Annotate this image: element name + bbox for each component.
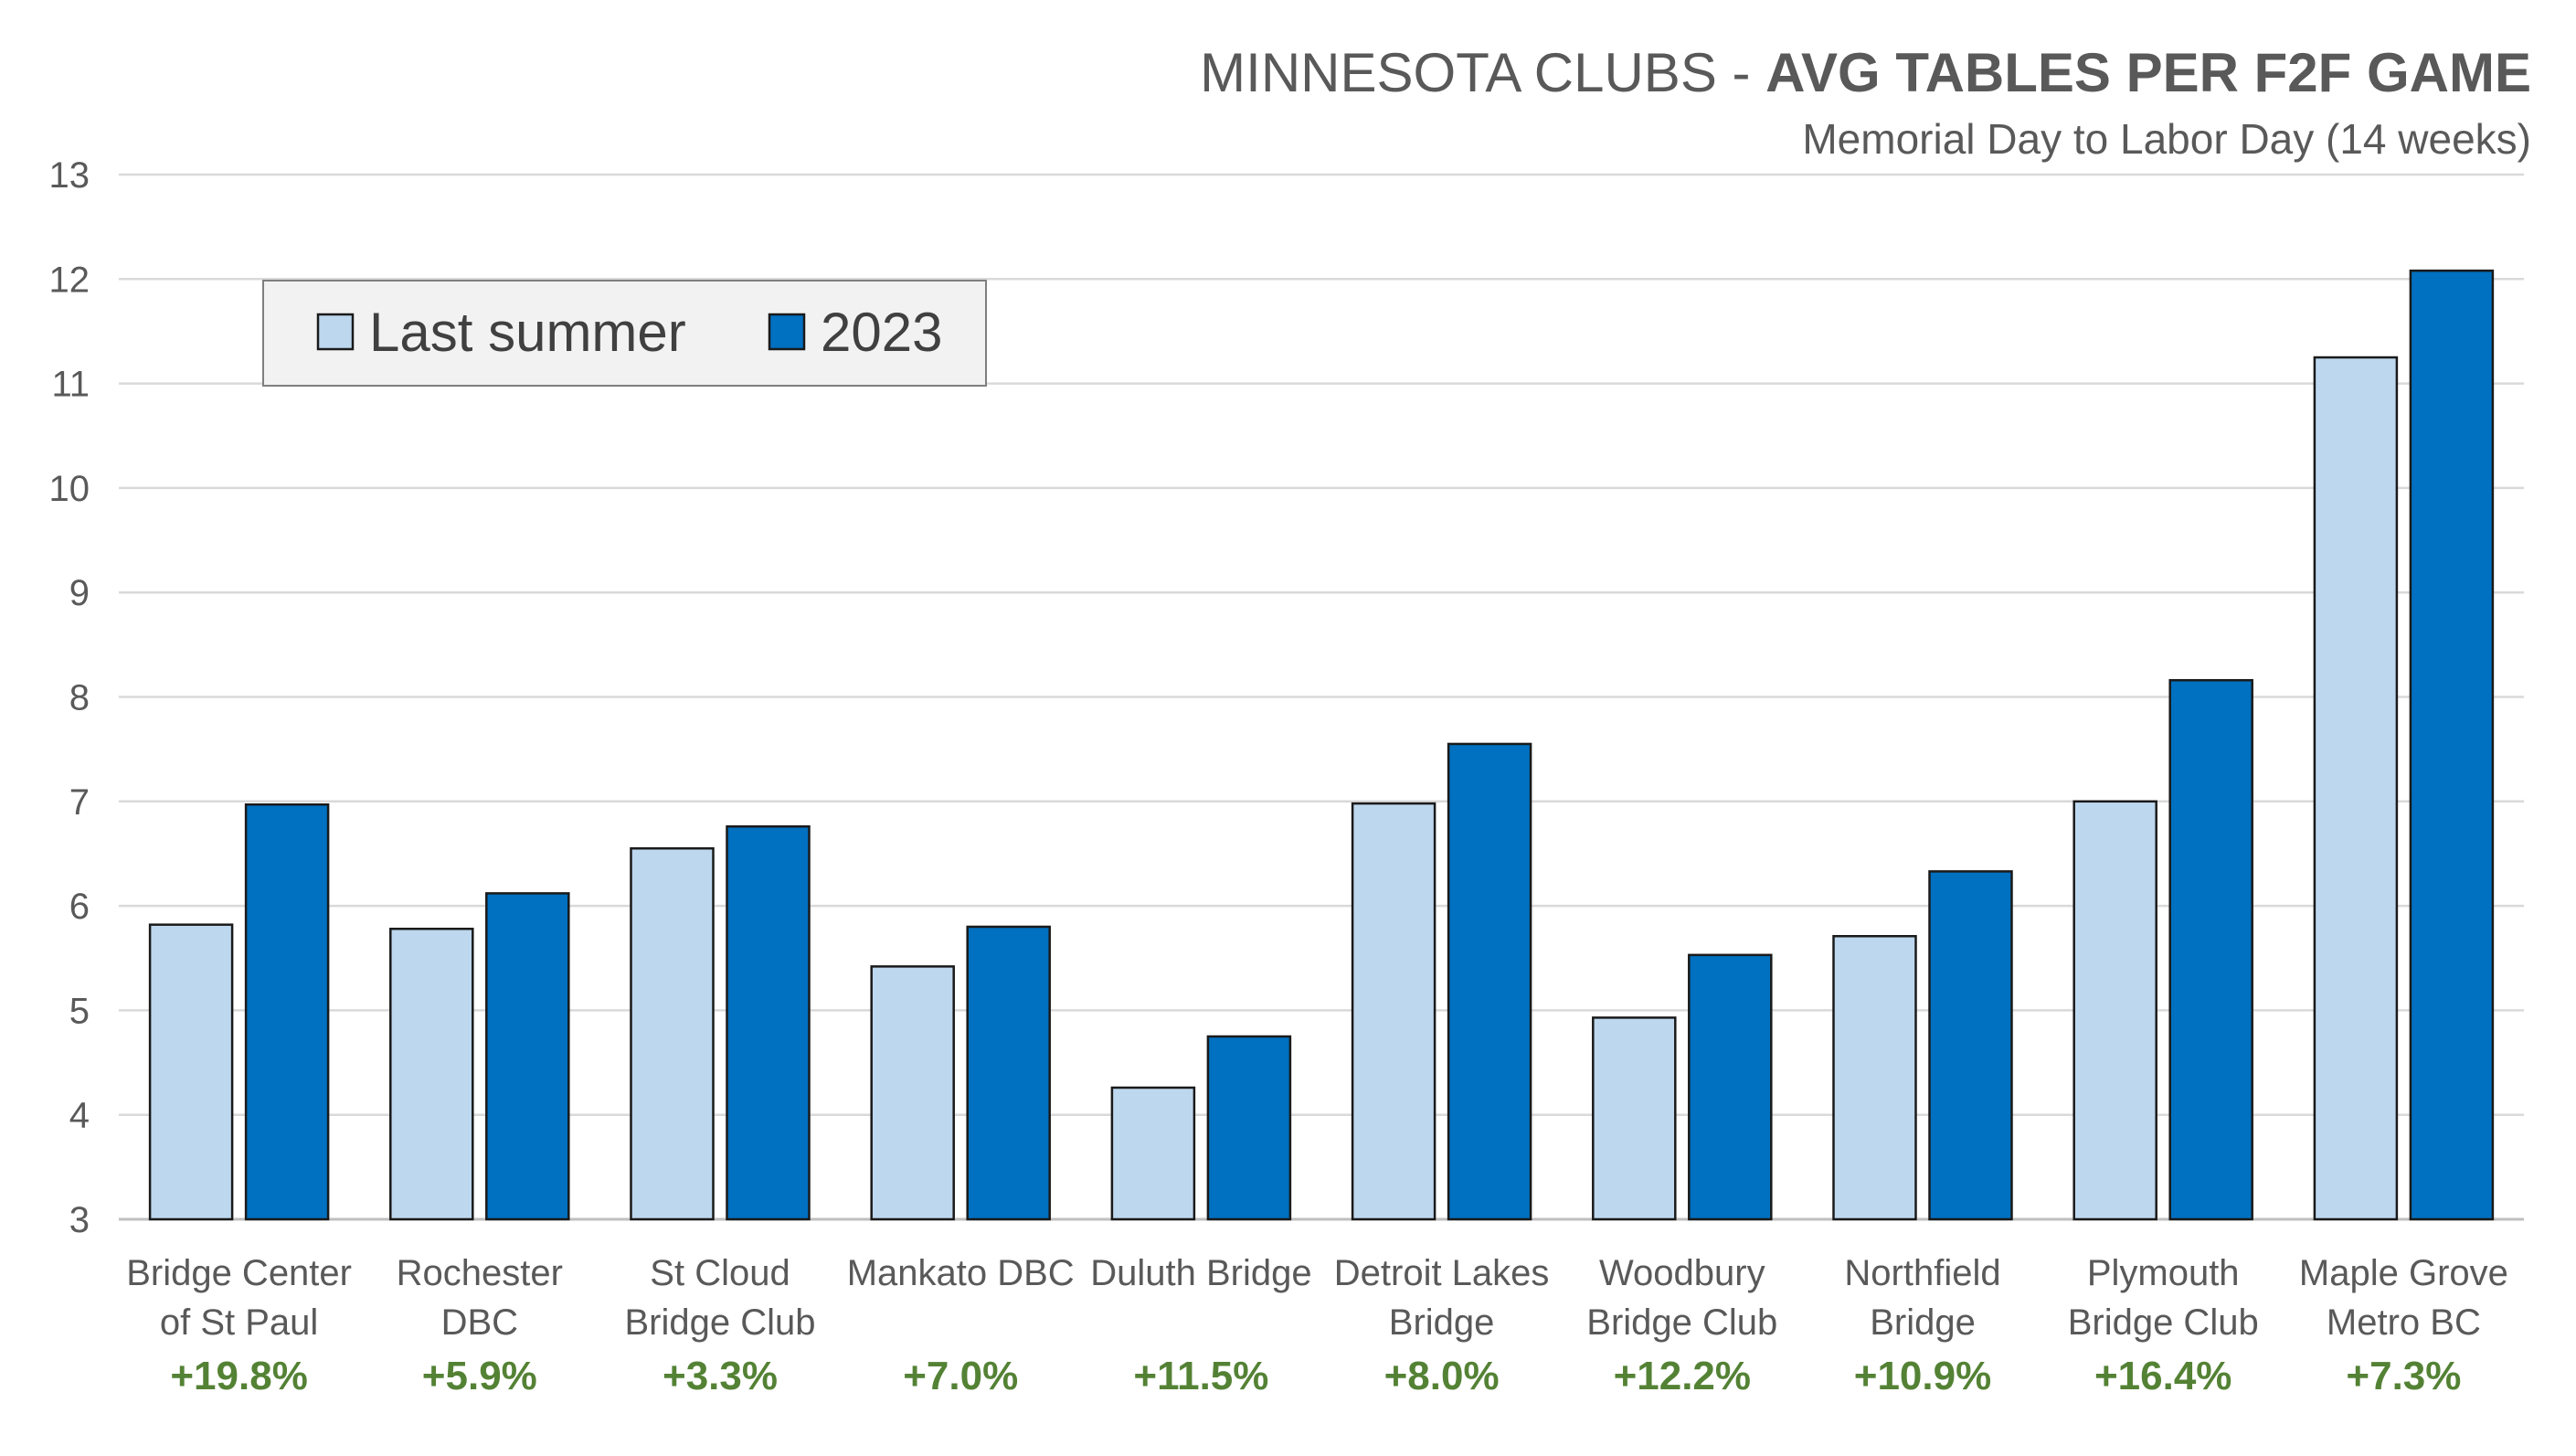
y-tick-label: 4 bbox=[69, 1096, 90, 1136]
bar bbox=[485, 892, 570, 1221]
legend-swatch-2023 bbox=[768, 313, 806, 351]
bar bbox=[1447, 742, 1532, 1221]
x-tick-label: Rochester bbox=[397, 1253, 563, 1293]
y-tick-label: 13 bbox=[49, 155, 90, 196]
bar bbox=[2409, 269, 2495, 1221]
x-tick-label: Northfield bbox=[1844, 1253, 2000, 1293]
legend-box bbox=[262, 280, 987, 387]
bar bbox=[1110, 1086, 1196, 1221]
y-tick-label: 7 bbox=[69, 782, 90, 823]
bar bbox=[1688, 953, 1773, 1221]
bar bbox=[1206, 1035, 1292, 1221]
percent-change-label: +8.0% bbox=[1384, 1354, 1500, 1398]
bar bbox=[1832, 934, 1917, 1221]
bar bbox=[726, 824, 811, 1221]
y-tick-label: 12 bbox=[49, 260, 90, 300]
x-tick-label: Duluth Bridge bbox=[1090, 1253, 1311, 1293]
x-tick-label: Bridge bbox=[1870, 1302, 1976, 1343]
chart-title: MINNESOTA CLUBS - AVG TABLES PER F2F GAM… bbox=[1200, 42, 2531, 103]
y-tick-label: 3 bbox=[69, 1200, 90, 1240]
x-tick-label: Metro BC bbox=[2327, 1302, 2481, 1343]
bar bbox=[2072, 800, 2157, 1221]
y-tick-label: 9 bbox=[69, 573, 90, 613]
x-tick-label: Mankato DBC bbox=[847, 1253, 1075, 1293]
bar bbox=[1351, 802, 1436, 1221]
percent-change-label: +3.3% bbox=[663, 1354, 778, 1398]
x-tick-label: Plymouth bbox=[2087, 1253, 2240, 1293]
percent-change-label: +5.9% bbox=[422, 1354, 537, 1398]
x-tick-label: Detroit Lakes bbox=[1334, 1253, 1550, 1293]
y-tick-label: 8 bbox=[69, 678, 90, 718]
y-tick-label: 5 bbox=[69, 991, 90, 1031]
bar bbox=[244, 802, 330, 1221]
bar bbox=[1592, 1016, 1677, 1221]
bar bbox=[1928, 870, 2013, 1221]
bar bbox=[389, 927, 474, 1221]
percent-change-label: +12.2% bbox=[1614, 1354, 1751, 1398]
bar bbox=[966, 925, 1051, 1221]
percent-change-label: +10.9% bbox=[1854, 1354, 1991, 1398]
x-tick-label: of St Paul bbox=[160, 1302, 318, 1343]
bars bbox=[148, 269, 2495, 1221]
bar bbox=[630, 846, 715, 1221]
chart-subtitle: Memorial Day to Labor Day (14 weeks) bbox=[1802, 115, 2531, 163]
legend-label-2023: 2023 bbox=[821, 302, 942, 363]
x-tick-label: Bridge Center bbox=[126, 1253, 352, 1293]
x-tick-label: DBC bbox=[441, 1302, 518, 1343]
legend: Last summer 2023 bbox=[262, 280, 987, 387]
percent-change-label: +7.3% bbox=[2346, 1354, 2461, 1398]
y-tick-label: 10 bbox=[49, 469, 90, 509]
percent-change-labels: +19.8% +5.9% +3.3% +7.0% +11.5% +8.0% +12.2% +1… bbox=[170, 1354, 2461, 1398]
percent-change-label: +7.0% bbox=[903, 1354, 1018, 1398]
x-tick-label: Maple Grove bbox=[2299, 1253, 2508, 1293]
x-tick-label: Bridge bbox=[1389, 1302, 1495, 1343]
legend-swatch-last-summer bbox=[316, 313, 355, 351]
legend-label-last-summer: Last summer bbox=[369, 302, 686, 363]
x-tick-label: St Cloud bbox=[650, 1253, 790, 1293]
percent-change-label: +16.4% bbox=[2094, 1354, 2231, 1398]
chart-title-prefix: MINNESOTA CLUBS - bbox=[1200, 42, 1765, 103]
y-tick-label: 6 bbox=[69, 887, 90, 927]
x-tick-label: Bridge Club bbox=[624, 1302, 815, 1343]
bar bbox=[2313, 356, 2399, 1221]
y-tick-label: 11 bbox=[51, 365, 90, 405]
bar bbox=[2168, 678, 2253, 1221]
x-tick-label: Woodbury bbox=[1599, 1253, 1765, 1293]
x-tick-label: Bridge Club bbox=[1586, 1302, 1777, 1343]
percent-change-label: +19.8% bbox=[170, 1354, 307, 1398]
chart-title-bold: AVG TABLES PER F2F GAME bbox=[1765, 42, 2531, 103]
y-axis-ticks: 3 4 5 6 7 8 9 10 11 12 13 bbox=[49, 155, 90, 1240]
x-axis-ticks: Bridge Center of St Paul Rochester DBC St Cl… bbox=[126, 1253, 2508, 1343]
bar bbox=[870, 965, 955, 1221]
percent-change-label: +11.5% bbox=[1133, 1354, 1268, 1398]
x-tick-label: Bridge Club bbox=[2068, 1302, 2259, 1343]
bar bbox=[148, 923, 234, 1221]
